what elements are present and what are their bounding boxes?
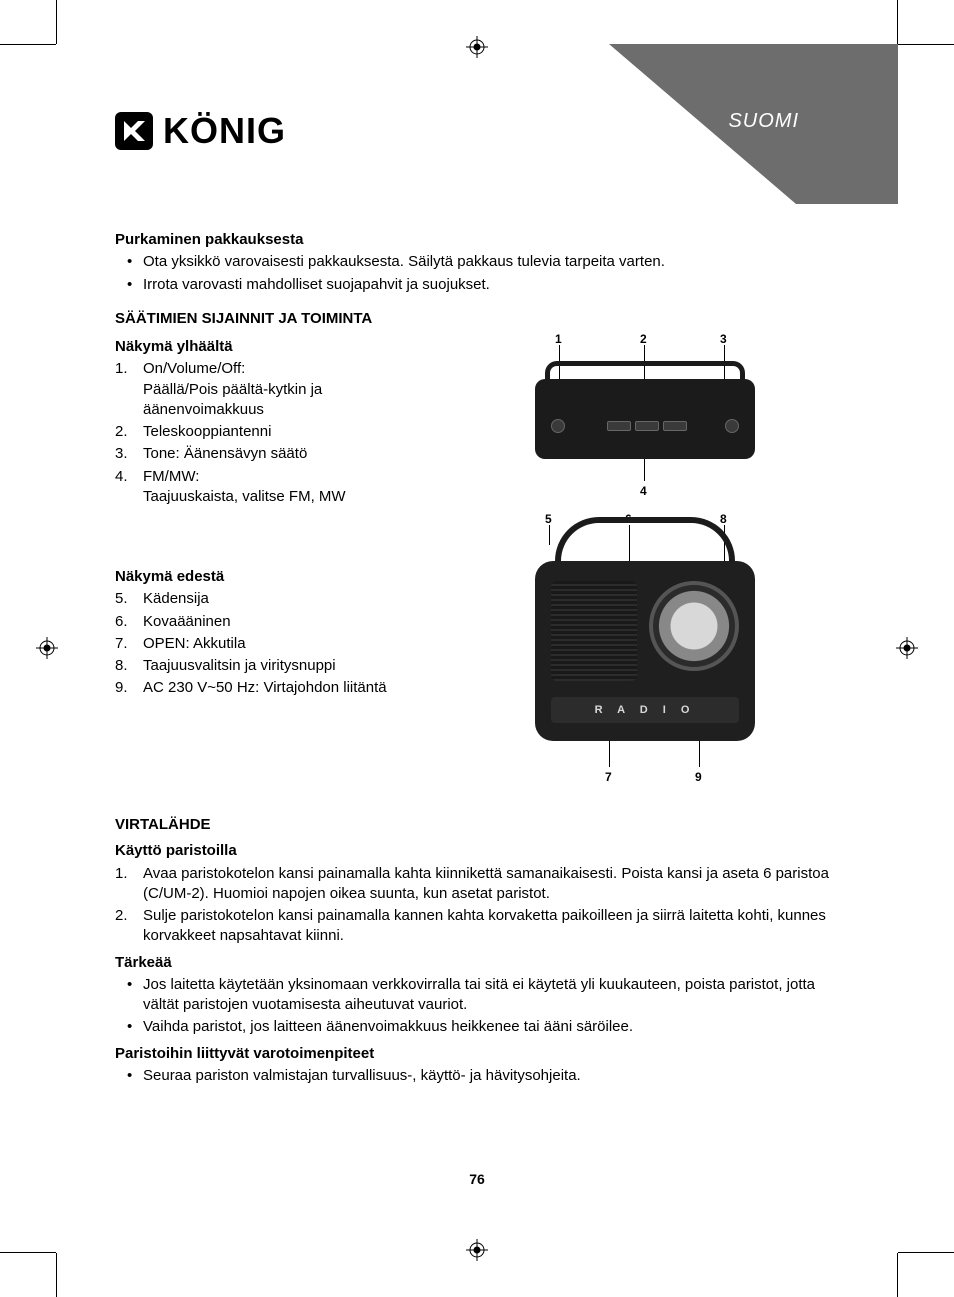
item-text: Sulje paristokotelon kansi painamalla ka… xyxy=(143,907,826,944)
button-slot-icon xyxy=(607,421,631,431)
item-number: 8. xyxy=(115,656,139,676)
list-item: 2.Sulje paristokotelon kansi painamalla … xyxy=(143,906,835,947)
section-title-controls: SÄÄTIMIEN SIJAINNIT JA TOIMINTA xyxy=(115,309,835,329)
knob-icon xyxy=(725,419,739,433)
button-slot-icon xyxy=(663,421,687,431)
item-number: 2. xyxy=(115,906,139,926)
tuning-dial-icon xyxy=(649,581,739,671)
list-item: 1.Avaa paristokotelon kansi painamalla k… xyxy=(143,864,835,905)
item-text: Kovaääninen xyxy=(143,613,231,630)
registration-mark-icon xyxy=(896,637,918,659)
subsection-title-important: Tärkeää xyxy=(115,953,835,973)
crop-mark xyxy=(0,44,56,45)
item-text: Taajuusvalitsin ja viritysnuppi xyxy=(143,657,336,674)
leader-line xyxy=(609,741,610,767)
leader-line xyxy=(549,525,550,545)
list-item: Jos laitetta käytetään yksinomaan verkko… xyxy=(143,975,835,1016)
radio-body-icon: R A D I O xyxy=(535,561,755,741)
diagram-front-view: 5 6 8 7 9 R A D I O xyxy=(495,511,795,791)
list-item: 8.Taajuusvalitsin ja viritysnuppi xyxy=(143,656,435,676)
list-item: Irrota varovasti mahdolliset suojapahvit… xyxy=(143,275,835,295)
knob-icon xyxy=(551,419,565,433)
callout-9: 9 xyxy=(695,769,702,785)
item-text: Tone: Äänensävyn säätö xyxy=(143,445,307,462)
crop-mark xyxy=(897,0,898,44)
registration-mark-icon xyxy=(36,637,58,659)
registration-mark-icon xyxy=(466,1239,488,1261)
list-item: Ota yksikkö varovaisesti pakkauksesta. S… xyxy=(143,252,835,272)
unpack-list: Ota yksikkö varovaisesti pakkauksesta. S… xyxy=(115,252,835,295)
registration-mark-icon xyxy=(466,36,488,58)
page-content: Purkaminen pakkauksesta Ota yksikkö varo… xyxy=(115,220,835,1088)
item-text: Teleskooppiantenni xyxy=(143,423,271,440)
list-item: Seuraa pariston valmistajan turvallisuus… xyxy=(143,1066,835,1086)
list-item: 7.OPEN: Akkutila xyxy=(143,634,435,654)
item-number: 7. xyxy=(115,634,139,654)
list-item: Vaihda paristot, jos laitteen äänenvoima… xyxy=(143,1017,835,1037)
subsection-title-precautions: Paristoihin liittyvät varotoimenpiteet xyxy=(115,1044,835,1064)
item-number: 6. xyxy=(115,612,139,632)
item-number: 3. xyxy=(115,444,139,464)
top-view-list: 1.On/Volume/Off: Päällä/Pois päältä-kytk… xyxy=(115,359,435,507)
item-number: 4. xyxy=(115,467,139,487)
subsection-title-top-view: Näkymä ylhäältä xyxy=(115,337,435,357)
section-title-unpack: Purkaminen pakkauksesta xyxy=(115,230,835,250)
crop-mark xyxy=(56,1253,57,1297)
item-number: 1. xyxy=(115,359,139,379)
important-list: Jos laitetta käytetään yksinomaan verkko… xyxy=(115,975,835,1038)
crop-mark xyxy=(898,44,954,45)
battery-steps: 1.Avaa paristokotelon kansi painamalla k… xyxy=(115,864,835,947)
radio-handle-icon xyxy=(545,361,745,379)
leader-line xyxy=(699,741,700,767)
section-title-power: VIRTALÄHDE xyxy=(115,815,835,835)
speaker-grille-icon xyxy=(551,581,637,681)
list-item: 4.FM/MW: Taajuuskaista, valitse FM, MW xyxy=(143,467,435,508)
item-text: On/Volume/Off: Päällä/Pois päältä-kytkin… xyxy=(143,360,322,418)
subsection-title-front-view: Näkymä edestä xyxy=(115,567,435,587)
item-text: Kädensija xyxy=(143,590,209,607)
crop-mark xyxy=(56,0,57,44)
list-item: 6.Kovaääninen xyxy=(143,612,435,632)
list-item: 2.Teleskooppiantenni xyxy=(143,422,435,442)
item-number: 2. xyxy=(115,422,139,442)
item-number: 5. xyxy=(115,589,139,609)
callout-7: 7 xyxy=(605,769,612,785)
crop-mark xyxy=(898,1252,954,1253)
list-item: 9.AC 230 V~50 Hz: Virtajohdon liitäntä xyxy=(143,678,435,698)
brand-name: KÖNIG xyxy=(163,110,286,152)
radio-body-icon xyxy=(535,379,755,459)
item-number: 1. xyxy=(115,864,139,884)
brand-logo: KÖNIG xyxy=(115,110,286,152)
item-number: 9. xyxy=(115,678,139,698)
leader-line xyxy=(644,459,645,481)
subsection-title-battery: Käyttö paristoilla xyxy=(115,841,835,861)
language-label: SUOMI xyxy=(728,110,799,133)
brand-mark-icon xyxy=(115,112,153,150)
precautions-list: Seuraa pariston valmistajan turvallisuus… xyxy=(115,1066,835,1086)
item-text: Avaa paristokotelon kansi painamalla kah… xyxy=(143,865,829,902)
brand-plate: R A D I O xyxy=(551,697,739,723)
diagram-top-view: 1 2 3 4 xyxy=(495,331,795,501)
item-text: FM/MW: Taajuuskaista, valitse FM, MW xyxy=(143,468,346,505)
page-number: 76 xyxy=(0,1171,954,1187)
item-text: OPEN: Akkutila xyxy=(143,635,246,652)
list-item: 3.Tone: Äänensävyn säätö xyxy=(143,444,435,464)
radio-handle-icon xyxy=(555,517,735,561)
list-item: 5.Kädensija xyxy=(143,589,435,609)
list-item: 1.On/Volume/Off: Päällä/Pois päältä-kytk… xyxy=(143,359,435,420)
crop-mark xyxy=(0,1252,56,1253)
crop-mark xyxy=(897,1253,898,1297)
callout-4: 4 xyxy=(640,483,647,499)
item-text: AC 230 V~50 Hz: Virtajohdon liitäntä xyxy=(143,679,387,696)
front-view-list: 5.Kädensija 6.Kovaääninen 7.OPEN: Akkuti… xyxy=(115,589,435,698)
button-slot-icon xyxy=(635,421,659,431)
